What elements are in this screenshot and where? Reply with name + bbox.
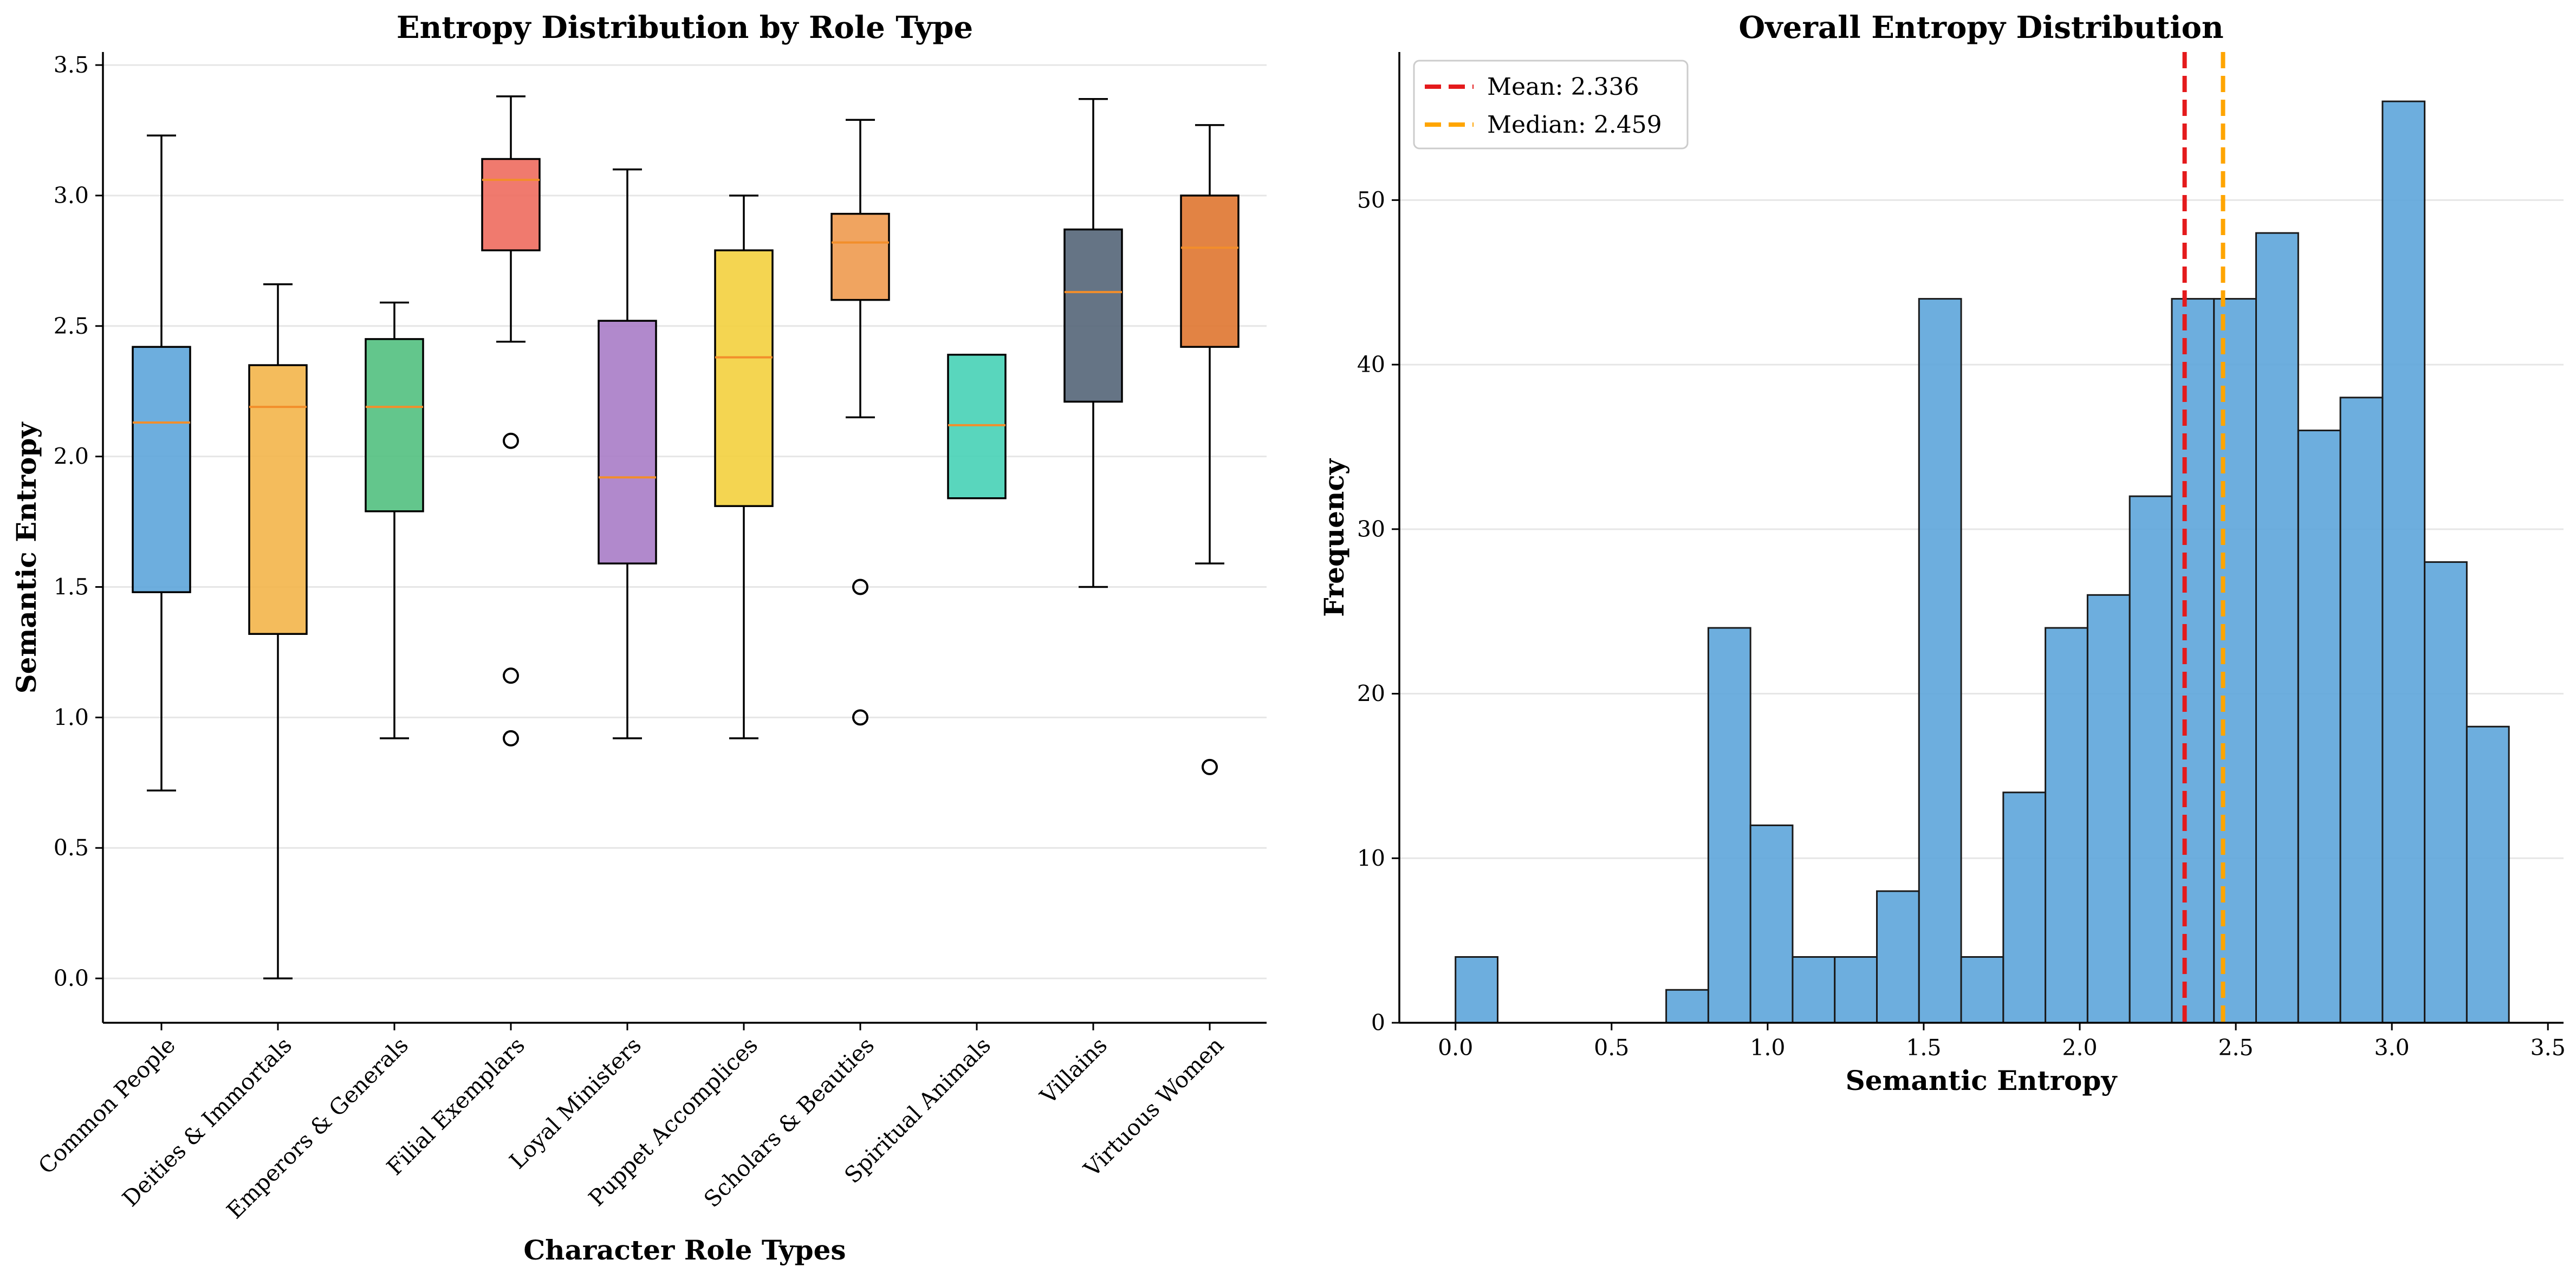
boxplot-y-axis-label: Semantic Entropy	[10, 421, 42, 694]
histogram-bar	[2171, 298, 2215, 1024]
box-iqr	[248, 364, 308, 635]
histogram-y-tick-label: 40	[1357, 352, 1385, 378]
legend-item: Mean: 2.336	[1425, 73, 1639, 101]
histogram-bar	[2297, 430, 2341, 1024]
box-iqr	[132, 346, 191, 593]
histogram-bar	[1960, 956, 2004, 1024]
box-2	[248, 283, 308, 979]
histogram-bar	[2045, 627, 2088, 1024]
box-7	[830, 119, 890, 726]
histogram-bar	[1918, 298, 1962, 1024]
histogram-x-tick-label: 3.5	[2530, 1035, 2566, 1061]
box-5	[598, 168, 657, 739]
box-iqr	[1180, 194, 1240, 348]
box-1	[132, 134, 191, 792]
boxplot-y-tick-label: 3.5	[54, 52, 89, 78]
outlier-point	[1202, 758, 1218, 775]
histogram-bar	[1834, 956, 1878, 1024]
histogram-title: Overall Entropy Distribution	[1738, 10, 2223, 46]
histogram-x-tick-label: 0.5	[1594, 1035, 1629, 1061]
outlier-point	[852, 579, 868, 595]
legend-box	[1413, 60, 1689, 150]
boxplot-axes	[102, 52, 1267, 1024]
histogram-y-tick-label: 0	[1371, 1010, 1385, 1036]
boxplot-y-tick-label: 1.0	[54, 704, 89, 730]
boxplot-boxes	[132, 95, 1240, 979]
histogram-bar	[2213, 298, 2257, 1024]
histogram-bar	[2382, 100, 2426, 1024]
boxplot-y-tick-label: 3.0	[54, 183, 89, 209]
histogram-y-axis-label: Frequency	[1318, 458, 1350, 617]
boxplot-y-tick-label: 0.0	[54, 965, 89, 991]
histogram-x-tick-label: 0.0	[1438, 1035, 1473, 1061]
boxplot-y-tick-label: 2.5	[54, 313, 89, 339]
box-iqr	[598, 320, 657, 564]
box-8	[947, 354, 1007, 499]
histogram-bar	[2129, 495, 2173, 1024]
histogram-x-tick-label: 2.0	[2062, 1035, 2097, 1061]
box-iqr	[365, 338, 424, 512]
histogram-axes	[1398, 52, 2564, 1024]
histogram-bar	[2255, 232, 2299, 1024]
box-iqr	[947, 354, 1007, 499]
legend-item: Median: 2.459	[1425, 111, 1662, 139]
legend-label: Median: 2.459	[1487, 111, 1662, 139]
box-iqr	[1063, 228, 1123, 403]
histogram-bar	[2086, 594, 2131, 1024]
outlier-point	[503, 667, 519, 684]
box-iqr	[830, 212, 890, 301]
boxplot-x-axis-label: Character Role Types	[523, 1234, 846, 1266]
histogram-reference-lines	[2182, 52, 2225, 1023]
box-9	[1063, 98, 1123, 588]
histogram-y-ticks: 0 10 20 30 40 50	[1357, 187, 1399, 1036]
histogram-x-tick-label: 2.5	[2218, 1035, 2253, 1061]
histogram-bar	[1876, 890, 1920, 1024]
box-iqr	[714, 249, 774, 507]
outlier-point	[503, 432, 519, 449]
histogram-bar	[1792, 956, 1836, 1024]
histogram-bars	[1455, 100, 2510, 1024]
histogram-x-tick-label: 3.0	[2374, 1035, 2410, 1061]
histogram-bar	[1707, 627, 1751, 1024]
boxplot-y-ticks: 0.0 0.5 1.0 1.5 2.0 2.5 3.0 3.5	[54, 52, 103, 991]
histogram-legend: Mean: 2.336 Median: 2.459	[1413, 60, 1689, 150]
boxplot-title: Entropy Distribution by Role Type	[397, 10, 973, 46]
box-10	[1180, 124, 1240, 775]
outlier-point	[852, 709, 868, 726]
histogram-y-tick-label: 50	[1357, 187, 1385, 213]
histogram-bar	[2465, 725, 2510, 1024]
box-iqr	[481, 158, 541, 251]
histogram-x-axis-label: Semantic Entropy	[1846, 1064, 2118, 1096]
histogram-y-tick-label: 30	[1357, 516, 1385, 542]
histogram-bar	[1665, 989, 1709, 1024]
histogram-bar	[1749, 824, 1794, 1024]
histogram-x-ticks: 0.0 0.5 1.0 1.5 2.0 2.5 3.0 3.5	[1438, 1023, 2566, 1061]
box-4	[481, 95, 541, 746]
histogram-y-tick-label: 10	[1357, 845, 1385, 871]
histogram-y-tick-label: 20	[1357, 681, 1385, 707]
boxplot-y-tick-label: 1.5	[54, 574, 89, 600]
boxplot-y-tick-label: 2.0	[54, 444, 89, 470]
histogram-bar	[2002, 791, 2047, 1024]
legend-label: Mean: 2.336	[1487, 73, 1639, 101]
box-6	[714, 194, 774, 739]
outlier-point	[503, 730, 519, 746]
histogram-bar	[1455, 956, 1498, 1024]
histogram-bar	[2339, 397, 2384, 1024]
histogram-panel: Overall Entropy Distribution 0 10 20 30 40 50…	[1318, 10, 2566, 1096]
histogram-x-tick-label: 1.5	[1906, 1035, 1941, 1061]
boxplot-y-tick-label: 0.5	[54, 835, 89, 861]
histogram-x-tick-label: 1.0	[1750, 1035, 1785, 1061]
histogram-bar	[2424, 561, 2468, 1024]
box-3	[365, 301, 424, 739]
